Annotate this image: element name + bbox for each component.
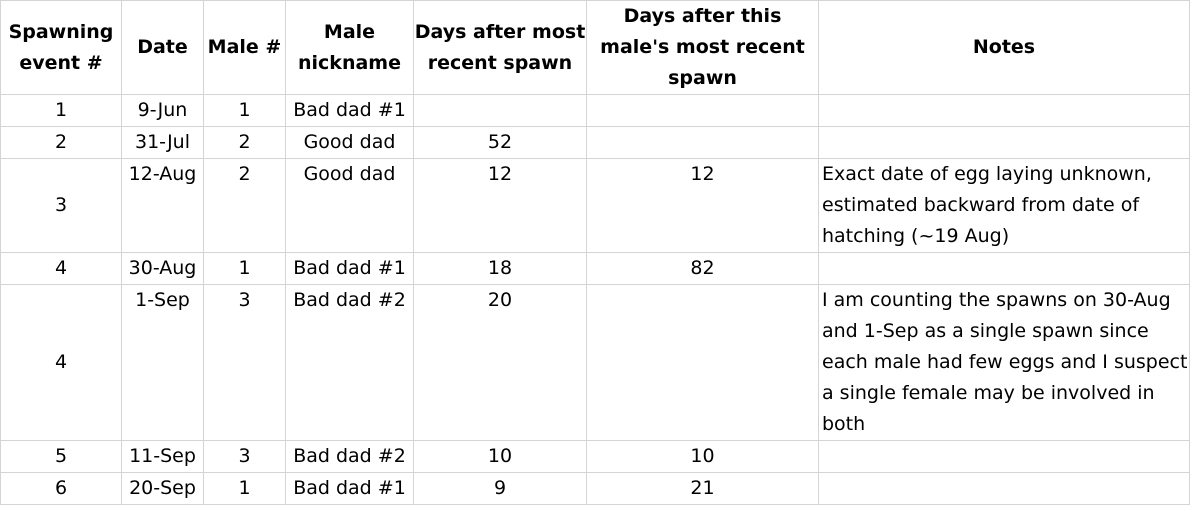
cell-days-male[interactable]: 12 xyxy=(586,158,819,253)
header-male-number[interactable]: Male # xyxy=(203,0,286,95)
cell-nickname[interactable]: Bad dad #1 xyxy=(285,252,414,285)
cell-notes[interactable] xyxy=(818,440,1190,473)
cell-date[interactable]: 30-Aug xyxy=(121,252,204,285)
header-date[interactable]: Date xyxy=(121,0,204,95)
table-row: 3 12-Aug 2 Good dad 12 12 Exact date of … xyxy=(0,158,1190,253)
header-male-nickname[interactable]: Male nickname xyxy=(285,0,414,95)
cell-notes[interactable] xyxy=(818,472,1190,505)
cell-male[interactable]: 1 xyxy=(203,94,286,127)
cell-days-male[interactable] xyxy=(586,284,819,441)
cell-date[interactable]: 1-Sep xyxy=(121,284,204,441)
cell-event[interactable]: 3 xyxy=(0,158,122,253)
header-days-after-male[interactable]: Days after this male's most recent spawn xyxy=(586,0,819,95)
cell-notes[interactable]: Exact date of egg laying unknown, estima… xyxy=(818,158,1190,253)
cell-event[interactable]: 4 xyxy=(0,252,122,285)
cell-male[interactable]: 3 xyxy=(203,284,286,441)
table-row: 4 1-Sep 3 Bad dad #2 20 I am counting th… xyxy=(0,284,1190,441)
cell-days-male[interactable]: 10 xyxy=(586,440,819,473)
cell-nickname[interactable]: Bad dad #1 xyxy=(285,472,414,505)
table-row: 6 20-Sep 1 Bad dad #1 9 21 xyxy=(0,472,1190,505)
table-row: 2 31-Jul 2 Good dad 52 xyxy=(0,126,1190,159)
cell-notes[interactable] xyxy=(818,94,1190,127)
cell-days-male[interactable]: 82 xyxy=(586,252,819,285)
cell-nickname[interactable]: Bad dad #2 xyxy=(285,284,414,441)
cell-date[interactable]: 31-Jul xyxy=(121,126,204,159)
header-days-after-recent[interactable]: Days after most recent spawn xyxy=(413,0,587,95)
cell-event[interactable]: 6 xyxy=(0,472,122,505)
header-row: Spawning event # Date Male # Male nickna… xyxy=(0,0,1190,95)
cell-male[interactable]: 2 xyxy=(203,126,286,159)
cell-notes[interactable]: I am counting the spawns on 30-Aug and 1… xyxy=(818,284,1190,441)
cell-days-recent[interactable]: 52 xyxy=(413,126,587,159)
cell-nickname[interactable]: Bad dad #2 xyxy=(285,440,414,473)
cell-event[interactable]: 4 xyxy=(0,284,122,441)
header-spawning-event[interactable]: Spawning event # xyxy=(0,0,122,95)
cell-male[interactable]: 2 xyxy=(203,158,286,253)
cell-male[interactable]: 1 xyxy=(203,472,286,505)
cell-nickname[interactable]: Good dad xyxy=(285,126,414,159)
cell-days-recent[interactable]: 12 xyxy=(413,158,587,253)
cell-male[interactable]: 3 xyxy=(203,440,286,473)
cell-date[interactable]: 20-Sep xyxy=(121,472,204,505)
table-row: 1 9-Jun 1 Bad dad #1 xyxy=(0,94,1190,127)
cell-event[interactable]: 5 xyxy=(0,440,122,473)
table-row: 5 11-Sep 3 Bad dad #2 10 10 xyxy=(0,440,1190,473)
table-row: 4 30-Aug 1 Bad dad #1 18 82 xyxy=(0,252,1190,285)
cell-nickname[interactable]: Bad dad #1 xyxy=(285,94,414,127)
cell-notes[interactable] xyxy=(818,252,1190,285)
cell-days-male[interactable]: 21 xyxy=(586,472,819,505)
cell-days-recent[interactable]: 10 xyxy=(413,440,587,473)
cell-event[interactable]: 1 xyxy=(0,94,122,127)
cell-date[interactable]: 12-Aug xyxy=(121,158,204,253)
cell-days-recent[interactable]: 20 xyxy=(413,284,587,441)
cell-nickname[interactable]: Good dad xyxy=(285,158,414,253)
cell-date[interactable]: 11-Sep xyxy=(121,440,204,473)
cell-days-recent[interactable] xyxy=(413,94,587,127)
cell-days-recent[interactable]: 18 xyxy=(413,252,587,285)
cell-male[interactable]: 1 xyxy=(203,252,286,285)
cell-days-recent[interactable]: 9 xyxy=(413,472,587,505)
cell-date[interactable]: 9-Jun xyxy=(121,94,204,127)
header-notes[interactable]: Notes xyxy=(818,0,1190,95)
cell-days-male[interactable] xyxy=(586,94,819,127)
cell-days-male[interactable] xyxy=(586,126,819,159)
cell-notes[interactable] xyxy=(818,126,1190,159)
cell-event[interactable]: 2 xyxy=(0,126,122,159)
